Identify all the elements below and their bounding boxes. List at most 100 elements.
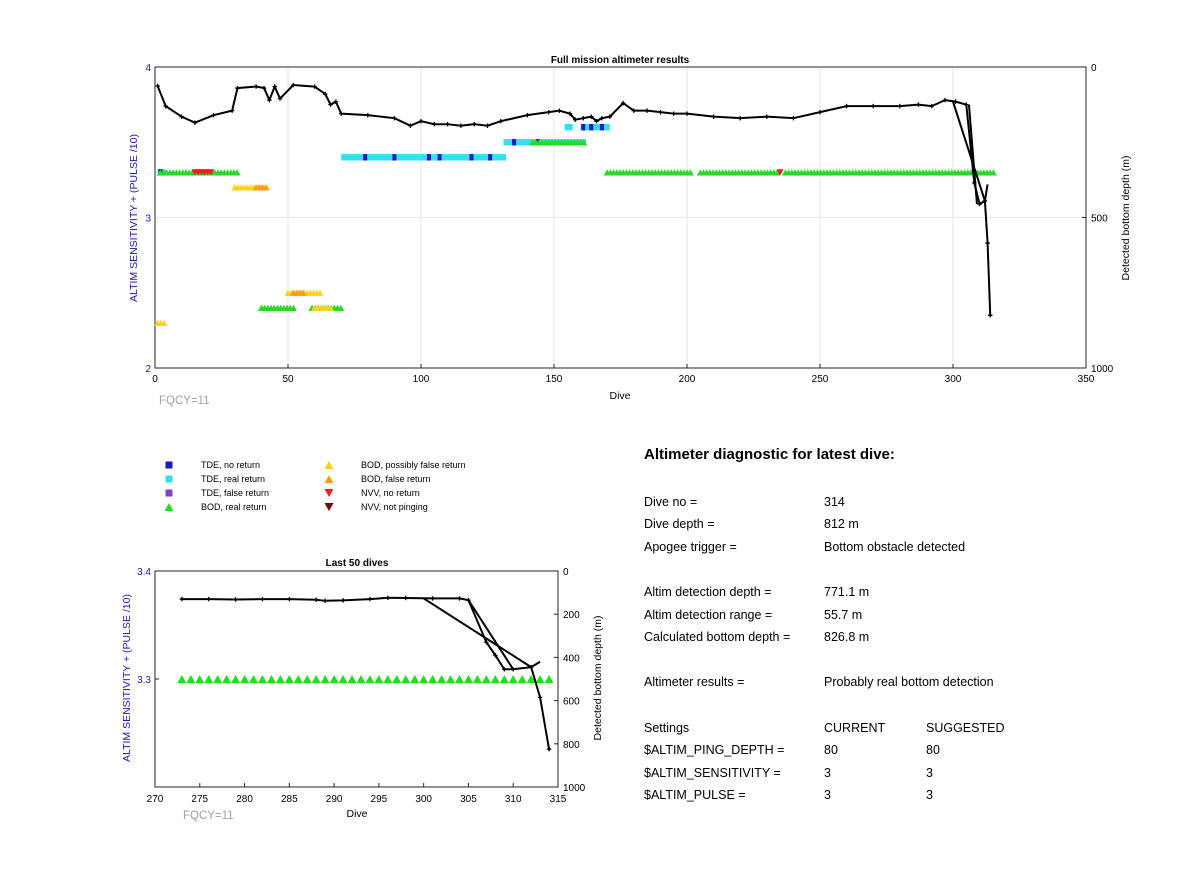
depth-point	[982, 198, 988, 204]
depth-point	[322, 598, 328, 604]
depth-point	[155, 83, 160, 89]
depth-point	[658, 109, 663, 115]
bottom-fqcy-label: FQCY=11	[183, 810, 234, 822]
depth-point	[977, 201, 982, 207]
depth-point	[791, 115, 796, 121]
depth-point	[589, 114, 594, 119]
bottom-marks	[177, 595, 554, 752]
tde-real-return-bar	[341, 154, 507, 161]
depth-point	[764, 114, 769, 119]
depth-point	[260, 596, 265, 602]
legend-marker-triangle	[324, 488, 334, 498]
bottom-x-tick-label: 275	[191, 794, 208, 805]
depth-point	[179, 114, 184, 119]
depth-point	[272, 84, 277, 89]
bod-real-return-marker	[195, 674, 205, 684]
top-y-right-tick-label: 0	[1091, 63, 1097, 74]
depth-point	[277, 96, 283, 101]
top-x-axis-label: Dive	[609, 390, 630, 402]
depth-series-connector	[423, 597, 532, 668]
tde-no-return-marker	[363, 154, 368, 161]
tde-real-return-bar	[564, 124, 573, 131]
diag-value: 3	[824, 766, 831, 780]
depth-point	[546, 747, 552, 752]
depth-point	[328, 102, 333, 107]
tde-no-return-marker	[512, 139, 517, 146]
bod-real-return-marker	[773, 169, 781, 176]
bod-real-return-marker	[374, 674, 384, 684]
bod-real-return-marker	[284, 674, 294, 684]
bod-real-return-marker	[508, 674, 518, 684]
depth-point	[367, 596, 373, 602]
bod-real-return-marker	[177, 674, 187, 684]
legend-label-tde-false-return: TDE, false return	[201, 488, 270, 498]
bottom-y-left-tick-label: 3.3	[137, 675, 151, 686]
bod-real-return-marker	[383, 674, 393, 684]
legend-label-tde-real-return: TDE, real return	[201, 474, 266, 484]
bottom-axes: 270 275 280 285 290 295 300 305 310 315 3.3 3.4 0 200…	[137, 567, 586, 805]
top-x-tick-label: 300	[945, 374, 962, 385]
depth-point	[392, 115, 397, 121]
legend-marker-square	[165, 489, 173, 497]
diag-value-suggested: 3	[926, 788, 933, 802]
top-y-left-tick-label: 4	[145, 63, 151, 74]
top-x-tick-label: 200	[679, 374, 696, 385]
bottom-y-right-tick-label: 0	[563, 567, 569, 578]
depth-point	[502, 667, 507, 672]
bottom-x-tick-label: 290	[326, 794, 343, 805]
bod-real-return-marker	[526, 674, 536, 684]
bod-real-return-marker	[356, 674, 366, 684]
depth-point	[445, 121, 450, 127]
depth-point	[684, 111, 690, 116]
depth-point	[287, 596, 292, 602]
depth-point	[229, 108, 235, 113]
bottom-y-right-tick-label: 600	[563, 697, 580, 708]
depth-point	[418, 118, 424, 124]
diag-label: Dive depth =	[644, 517, 715, 531]
depth-point	[897, 103, 902, 109]
bod-real-return-marker	[240, 674, 250, 684]
diag-value: 80	[824, 743, 838, 757]
depth-point	[291, 82, 296, 88]
bottom-x-tick-label: 315	[550, 794, 567, 805]
top-marks	[154, 82, 997, 326]
depth-point	[403, 595, 408, 601]
depth-point	[817, 109, 823, 115]
depth-point	[385, 595, 391, 600]
depth-point	[525, 112, 530, 118]
depth-series-connector	[952, 101, 986, 202]
tde-real-return-bar	[580, 124, 610, 131]
bod-real-return-marker	[544, 674, 554, 684]
top-x-tick-label: 50	[282, 374, 294, 385]
tde-no-return-marker	[392, 154, 397, 161]
depth-point	[988, 313, 993, 318]
bod-real-return-marker	[275, 674, 285, 684]
bod-real-return-marker	[401, 674, 411, 684]
bottom-x-tick-label: 305	[460, 794, 477, 805]
suggested-header: SUGGESTED	[926, 721, 1005, 735]
bottom-x-tick-label: 270	[147, 794, 164, 805]
top-y-left-tick-label: 2	[145, 364, 151, 375]
bottom-chart-title: Last 50 dives	[326, 558, 389, 569]
depth-point	[430, 596, 435, 601]
top-fqcy-label: FQCY=11	[159, 395, 210, 407]
bod-real-return-marker	[347, 674, 357, 684]
bod-false-return-marker	[262, 184, 270, 191]
top-chart-title: Full mission altimeter results	[551, 55, 690, 66]
bottom-y-right-tick-label: 1000	[563, 783, 586, 794]
tde-no-return-marker	[488, 154, 493, 161]
depth-point	[484, 640, 489, 645]
top-y-right-tick-label: 1000	[1091, 364, 1114, 375]
bottom-x-tick-label: 285	[281, 794, 298, 805]
bod-real-return-marker	[535, 674, 545, 684]
bottom-chart: 270 275 280 285 290 295 300 305 310 315 3.3 3.4 0 200…	[121, 558, 604, 822]
depth-series-line	[156, 83, 992, 316]
depth-point	[192, 120, 198, 125]
depth-point	[253, 84, 259, 89]
diag-value: 826.8 m	[824, 630, 870, 644]
bod-real-return-marker	[410, 674, 420, 684]
diag-label: Altim detection depth =	[644, 585, 772, 599]
depth-point	[581, 115, 586, 121]
depth-series-connector	[967, 104, 978, 205]
bod-real-return-marker	[392, 674, 402, 684]
